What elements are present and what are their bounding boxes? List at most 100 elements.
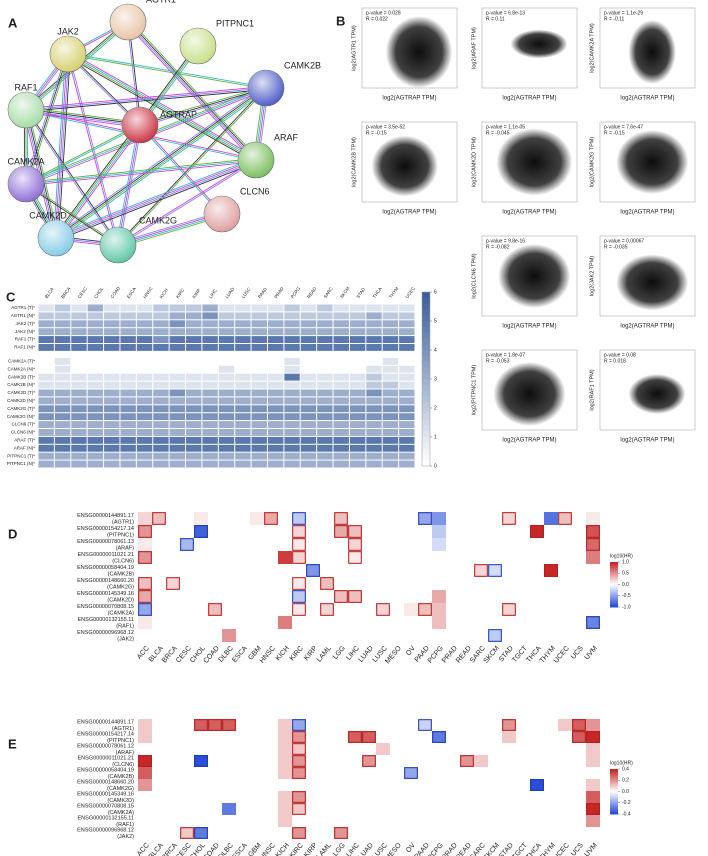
heatmap-cell — [382, 328, 399, 336]
heatmap-cell — [474, 743, 488, 755]
heatmap-cell — [502, 603, 516, 616]
heatmap-cell — [120, 304, 136, 312]
heatmap-cell — [267, 460, 284, 468]
heatmap-cell — [399, 421, 415, 428]
panel-label: E — [8, 736, 17, 751]
heatmap-cell — [284, 452, 300, 460]
row-gene: (CAMK2D) — [107, 798, 134, 804]
heatmap-cell — [362, 755, 376, 767]
heatmap-cell — [460, 779, 474, 791]
x-axis-label: log2(AGTRAP TPM) — [620, 438, 674, 444]
colorbar-step — [422, 326, 430, 334]
heatmap-cell — [138, 755, 152, 767]
heatmap-cell — [166, 815, 180, 827]
heatmap-cell — [218, 320, 235, 328]
heatmap-cell — [348, 577, 362, 590]
heatmap-cell — [399, 452, 415, 460]
heatmap-cell — [218, 373, 235, 381]
heatmap-cell — [180, 603, 194, 616]
heatmap-cell — [404, 827, 418, 839]
heatmap-cell — [236, 827, 250, 839]
heatmap-cell — [104, 328, 120, 336]
heatmap-cell — [376, 590, 390, 603]
x-axis-label: log2(AGTRAP TPM) — [620, 324, 674, 330]
heatmap-cell — [333, 336, 349, 343]
heatmap-cell — [250, 767, 264, 779]
heatmap-cell — [333, 365, 349, 373]
row-id: ENSG00000145349.16 — [77, 591, 134, 597]
heatmap-cell — [586, 731, 600, 743]
column-label: UCEC — [405, 285, 417, 299]
heatmap-cell — [334, 767, 348, 779]
heatmap-cell — [366, 452, 382, 460]
significance-box — [194, 525, 208, 538]
heatmap-cell — [292, 779, 306, 791]
y-axis-label: log2(RAF1 TPM) — [589, 369, 595, 410]
heatmap-cell — [333, 460, 349, 468]
heatmap-cell — [71, 436, 87, 444]
heatmap-cell — [300, 365, 317, 373]
heatmap-cell — [572, 603, 586, 616]
heatmap-cell — [366, 397, 382, 405]
heatmap-cell — [558, 564, 572, 577]
legend-step — [610, 569, 618, 572]
heatmap-cell — [586, 815, 600, 827]
heatmap-cell — [208, 525, 222, 538]
heatmap-cell — [71, 389, 87, 397]
significance-box — [488, 629, 502, 642]
heatmap-cell — [432, 551, 446, 564]
heatmap-cell — [334, 815, 348, 827]
row-id: ENSG00000144891.17 — [77, 719, 134, 725]
heatmap-cell — [530, 590, 544, 603]
column-label: HNSC — [142, 285, 154, 299]
edge — [25, 53, 69, 185]
heatmap-cell — [194, 590, 208, 603]
significance-box — [334, 827, 348, 839]
colorbar-step — [422, 402, 430, 409]
point-cloud — [496, 128, 573, 196]
heatmap-cell — [202, 365, 218, 373]
heatmap-cell — [194, 603, 208, 616]
heatmap-cell — [278, 755, 292, 767]
node-label: RAF1 — [14, 82, 37, 92]
heatmap-cell — [349, 436, 366, 444]
heatmap-cell — [399, 344, 415, 351]
heatmap-cell — [586, 767, 600, 779]
heatmap-cell — [251, 373, 267, 381]
heatmap-cell — [235, 429, 251, 436]
heatmap-cell — [502, 755, 516, 767]
heatmap-cell — [530, 803, 544, 815]
heatmap-cell — [306, 743, 320, 755]
heatmap-cell — [404, 767, 418, 779]
heatmap-cell — [348, 743, 362, 755]
heatmap-cell — [362, 564, 376, 577]
heatmap-cell — [138, 629, 152, 642]
heatmap-cell — [251, 328, 267, 336]
heatmap-cell — [488, 629, 502, 642]
heatmap-cell — [474, 755, 488, 767]
point-cloud — [616, 130, 689, 194]
heatmap-cell — [432, 616, 446, 629]
heatmap-cell — [502, 827, 516, 839]
column-label: LGG — [332, 645, 347, 661]
heatmap-cell — [382, 452, 399, 460]
heatmap-cell — [366, 336, 382, 343]
legend-tick-label: 1.0 — [622, 559, 629, 565]
heatmap-cell — [376, 512, 390, 525]
heatmap-cell — [306, 791, 320, 803]
heatmap-cell — [446, 719, 460, 731]
edge — [25, 85, 266, 109]
heatmap-cell — [460, 755, 474, 767]
heatmap-cell — [530, 779, 544, 791]
significance-box — [292, 551, 306, 564]
heatmap-cell — [349, 304, 366, 312]
heatmap-cell — [152, 551, 166, 564]
significance-box — [292, 791, 306, 803]
heatmap-cell — [460, 731, 474, 743]
heatmap-cell — [218, 413, 235, 421]
legend-step — [610, 582, 618, 585]
colorbar-tick-label: 6 — [434, 289, 437, 295]
heatmap-cell — [530, 815, 544, 827]
heatmap-cell — [250, 731, 264, 743]
heatmap-cell — [180, 803, 194, 815]
